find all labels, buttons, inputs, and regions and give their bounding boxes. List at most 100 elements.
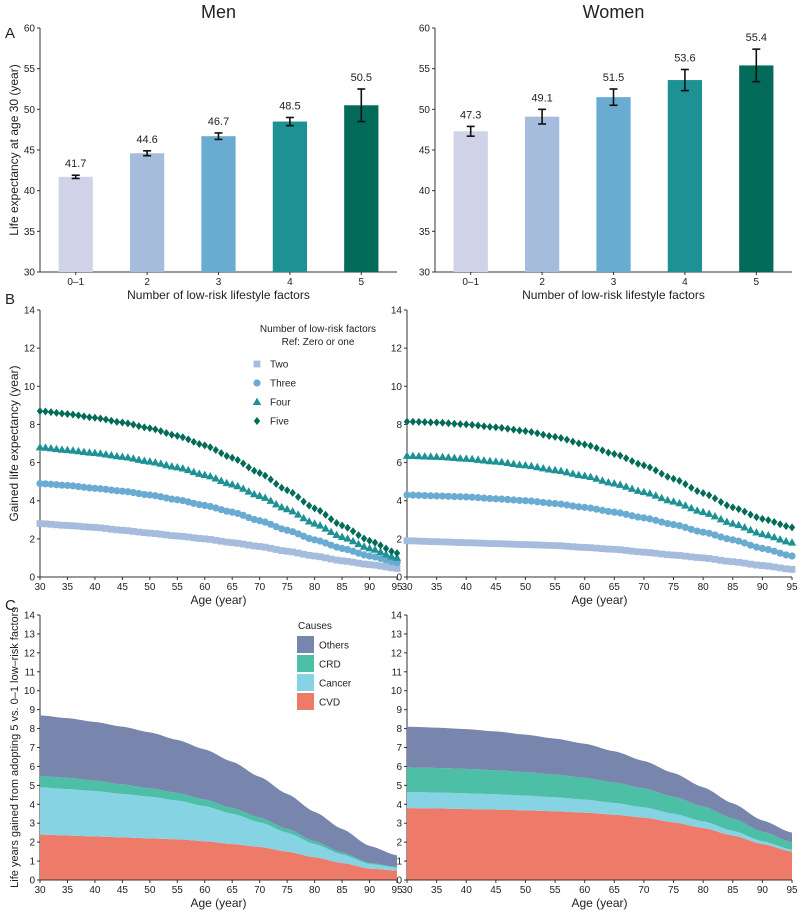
A-women-x-tick-label-2: 3 xyxy=(611,277,617,288)
B-men-point xyxy=(36,479,44,488)
C-women-x-tick-label: 60 xyxy=(579,885,591,896)
B-men-x-tick-label: 55 xyxy=(172,582,184,593)
B-women-point xyxy=(581,440,588,449)
A-men-error-bar-1 xyxy=(143,150,152,157)
B-men-point xyxy=(42,407,49,416)
C-women-x-tick-label: 65 xyxy=(609,885,621,896)
B-women-point xyxy=(628,547,636,555)
C-women-y-tick-label: 13 xyxy=(391,629,403,640)
B-men-point xyxy=(162,531,170,539)
B-men-point xyxy=(85,484,94,492)
B-women-point xyxy=(640,548,648,556)
C-women-y-tick-label: 4 xyxy=(396,800,402,811)
B-men-y-tick-label: 6 xyxy=(29,458,35,469)
B-women-point xyxy=(445,419,452,428)
B-men-point xyxy=(305,551,313,559)
A-men-data-label-0: 41.7 xyxy=(65,158,86,170)
B-women-point xyxy=(510,425,517,434)
B-women-point xyxy=(723,535,731,543)
B-men-point xyxy=(206,536,214,543)
A-men-y-tick-label: 45 xyxy=(24,146,36,157)
B-women-point xyxy=(622,454,630,463)
B-women-point xyxy=(433,538,441,546)
A-men-data-label-4: 50.5 xyxy=(351,72,372,84)
B-men-point xyxy=(377,562,384,570)
B-women-point xyxy=(426,452,435,460)
B-men-point xyxy=(343,545,352,554)
B-women-point xyxy=(509,459,518,468)
C-men-legend: Causes Others CRD Cancer CVD xyxy=(297,621,352,710)
B-men-point xyxy=(377,541,384,550)
B-men-point xyxy=(217,506,225,514)
B-women-point xyxy=(569,543,577,551)
B-men-point xyxy=(234,509,242,518)
B-men-point xyxy=(35,442,45,451)
B-men-y-tick-label: 0 xyxy=(29,573,35,584)
C-women-y-tick-label: 11 xyxy=(392,667,403,678)
B-men-point xyxy=(79,447,89,455)
B-women-point xyxy=(550,465,560,474)
B-men-point xyxy=(57,445,67,453)
B-women-y-tick-label: 10 xyxy=(391,382,403,393)
B-men-point xyxy=(206,471,215,480)
B-women-x-tick-label: 40 xyxy=(461,582,473,593)
B-men-point xyxy=(135,528,143,536)
B-men-point xyxy=(157,493,165,501)
B-women-point xyxy=(693,506,702,514)
B-women-point xyxy=(486,540,494,547)
C-men-y-tick-label: 13 xyxy=(24,629,36,640)
B-men-point xyxy=(185,435,192,444)
A-women-bar-1 xyxy=(524,116,560,272)
B-men-point xyxy=(371,553,379,561)
B-women-point xyxy=(409,417,417,426)
B-men-point xyxy=(52,481,61,489)
A-men-x-tick-label-0: 0–1 xyxy=(67,277,84,288)
B-men-point xyxy=(343,534,352,542)
B-men-point xyxy=(337,532,347,540)
B-men-point xyxy=(278,547,286,554)
B-men-x-tick-label: 50 xyxy=(144,582,156,593)
B-women-point xyxy=(415,537,423,545)
B-women-point xyxy=(569,502,577,510)
C-women-y-tick-label: 14 xyxy=(391,611,403,622)
C-women-area-crd xyxy=(407,767,792,850)
B-men-point xyxy=(195,535,203,542)
B-men-x-tick-label: 85 xyxy=(337,582,349,593)
B-men-point xyxy=(58,521,66,529)
B-women-x-tick-label: 35 xyxy=(431,582,443,593)
B-men-point xyxy=(267,544,275,552)
B-women-point xyxy=(758,544,766,552)
B-men-point xyxy=(245,513,253,522)
B-men-point xyxy=(64,409,71,418)
B-men-point xyxy=(118,526,126,534)
B-men-point xyxy=(382,563,390,571)
B-men-series-four xyxy=(35,442,402,561)
B-women-point xyxy=(492,540,500,548)
B-women-point xyxy=(545,499,553,507)
B-men-point xyxy=(382,544,390,553)
B-men-point xyxy=(140,529,148,537)
B-men-point xyxy=(283,547,291,555)
B-men-point xyxy=(102,485,110,493)
A-men-error-bar-3 xyxy=(285,116,294,127)
B-men-point xyxy=(333,518,340,527)
C-men-y-tick-label: 10 xyxy=(24,686,36,697)
B-women-point xyxy=(628,512,636,520)
B-women-point xyxy=(468,493,476,501)
C-men-y-tick-label: 11 xyxy=(25,667,36,678)
B-women-point xyxy=(468,539,476,547)
B-women-x-tick-label: 55 xyxy=(550,582,562,593)
A-women-data-label-2: 51.5 xyxy=(603,72,624,84)
B-men-point xyxy=(96,449,105,457)
B-men-point xyxy=(349,527,357,536)
C-women-area-others xyxy=(407,726,792,843)
B-women-point xyxy=(557,433,565,442)
B-men-point xyxy=(338,557,346,565)
B-men-point xyxy=(218,449,225,458)
panel-label-a: A xyxy=(5,25,15,42)
B-men-point xyxy=(108,416,115,425)
B-women-point xyxy=(670,474,677,483)
B-women-point xyxy=(403,417,411,426)
B-men-point xyxy=(267,475,274,484)
B-men-point xyxy=(113,487,121,495)
